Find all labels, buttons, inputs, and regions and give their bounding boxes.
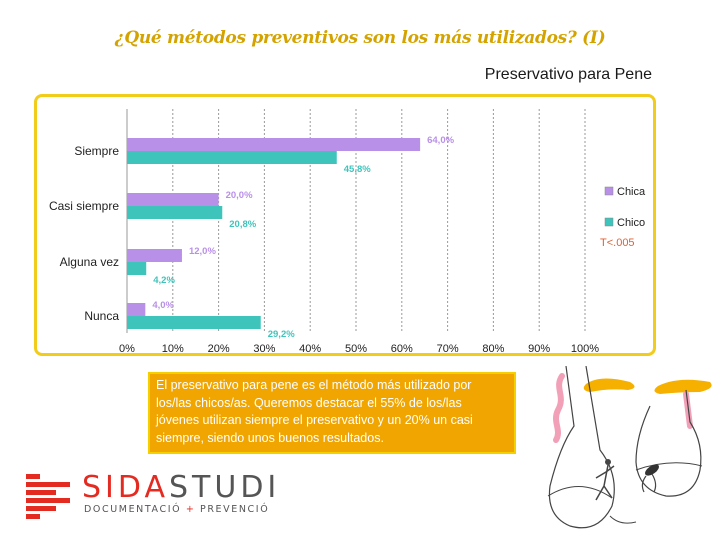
sidastudi-logo: SIDASTUDI DOCUMENTACIÓ + PREVENCIÓ [20,466,280,522]
data-label: 4,2% [153,275,175,286]
data-label: 20,8% [229,219,256,230]
x-tick-label: 20% [208,343,230,353]
x-tick-label: 80% [482,343,504,353]
data-label: 29,2% [268,329,295,340]
bar-chica [127,249,182,262]
x-tick-label: 70% [437,343,459,353]
category-label: Casi siempre [49,199,119,213]
chart-subtitle: Preservativo para Pene [484,66,652,83]
bar-chico [127,262,147,275]
chart-frame: 0% 10% 20% 30% 40% 50% 60% 70% 80% 90% 100% Siempre… [34,94,656,356]
logo-wordmark: SIDASTUDI [82,470,281,505]
bar-chica [127,303,146,316]
x-tick-label: 60% [391,343,413,353]
category-label: Nunca [84,309,119,323]
bar-chico [127,316,261,329]
data-label: 12,0% [189,246,216,257]
page-title: ¿Qué métodos preventivos son los más uti… [114,28,606,48]
legend-label: Chico [617,217,645,229]
bottle-figures-illustration [547,366,712,529]
category-label: Alguna vez [60,255,119,269]
legend-label: Chica [617,186,646,198]
description-box: El preservativo para pene es el método m… [148,372,516,454]
data-label: 20,0% [226,190,253,201]
x-tick-label: 10% [162,343,184,353]
logo-tagline: DOCUMENTACIÓ + PREVENCIÓ [84,504,270,515]
category-label: Siempre [74,144,119,158]
bar-chica [127,193,219,206]
x-tick-label: 30% [253,343,275,353]
x-tick-label: 100% [571,343,599,353]
legend-swatch-chico [604,217,614,227]
data-label: 4,0% [152,300,174,311]
bar-chica [127,138,421,151]
x-tick-label: 90% [528,343,550,353]
legend-swatch-chica [604,186,614,196]
bar-chico [127,151,337,164]
bar-chart: 0% 10% 20% 30% 40% 50% 60% 70% 80% 90% 100% Siempre… [49,109,646,353]
x-tick-label: 0% [119,343,135,353]
x-tick-label: 50% [345,343,367,353]
data-label: 45,8% [344,164,371,175]
significance-annotation: T<.005 [600,237,635,249]
data-label: 64,0% [427,135,454,146]
x-tick-label: 40% [299,343,321,353]
logo-mark-icon [26,474,70,519]
bar-chico [127,206,223,219]
